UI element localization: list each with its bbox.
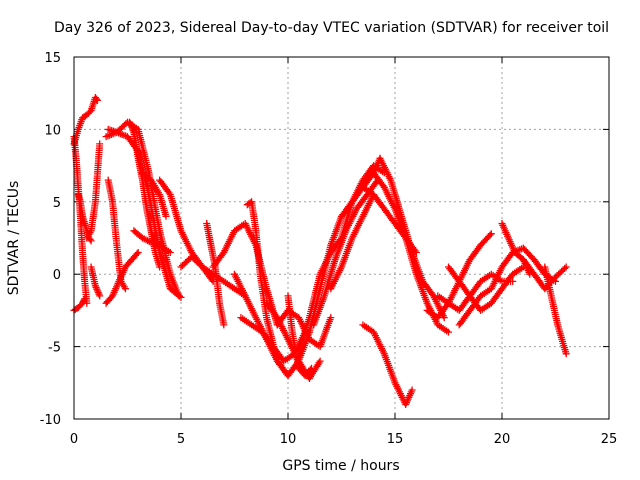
series-sat-30 xyxy=(359,183,420,256)
series-points xyxy=(126,118,164,271)
series-sat-11 xyxy=(126,118,164,271)
series-sat-09 xyxy=(104,176,129,293)
x-tick-label: 20 xyxy=(494,432,511,447)
plot-frame xyxy=(73,56,610,420)
series-sat-31 xyxy=(359,321,416,408)
series-sat-04 xyxy=(83,140,104,242)
x-tick-labels: 0 5 10 15 20 25 xyxy=(70,432,617,447)
series-sat-25 xyxy=(305,162,388,336)
series-points xyxy=(70,295,89,314)
series-points xyxy=(104,176,129,293)
x-tick-label: 10 xyxy=(280,432,297,447)
grid-lines xyxy=(74,57,609,419)
series-points xyxy=(541,263,570,358)
y-tick-label: -10 xyxy=(40,413,61,428)
series-sat-23 xyxy=(284,292,315,380)
y-tick-label: 5 xyxy=(53,196,61,211)
series-points xyxy=(423,230,495,322)
series-sat-38 xyxy=(541,263,570,358)
x-tick-label: 15 xyxy=(387,432,404,447)
x-axis-label: GPS time / hours xyxy=(282,458,399,474)
y-tick-labels: -10 -5 0 5 10 15 xyxy=(40,51,61,428)
series-points xyxy=(284,292,315,380)
series-sat-12 xyxy=(130,227,174,256)
series-points xyxy=(139,169,170,220)
y-tick-label: 10 xyxy=(44,123,61,138)
series-points xyxy=(445,263,527,314)
series-points xyxy=(87,263,104,300)
series-points xyxy=(327,191,378,293)
series-sat-06 xyxy=(87,263,104,300)
y-tick-label: -5 xyxy=(48,341,61,356)
y-tick-label: 15 xyxy=(44,51,61,66)
series-sat-27 xyxy=(327,191,378,293)
series-points xyxy=(359,321,416,408)
series-points xyxy=(305,162,388,336)
chart-title: Day 326 of 2023, Sidereal Day-to-day VTE… xyxy=(54,20,609,36)
series-points xyxy=(359,183,420,256)
y-tick-label: 0 xyxy=(53,268,61,283)
series-points xyxy=(102,249,142,307)
x-tick-label: 0 xyxy=(70,432,78,447)
series-sat-34 xyxy=(445,263,527,314)
series-points xyxy=(130,227,174,256)
series-sat-10 xyxy=(102,249,142,307)
x-tick-label: 5 xyxy=(177,432,185,447)
series-sat-05 xyxy=(70,295,89,314)
series-points xyxy=(376,154,448,322)
series-sat-32 xyxy=(423,230,495,322)
series-sat-29 xyxy=(376,154,448,322)
x-tick-label: 25 xyxy=(601,432,618,447)
y-axis-label: SDTVAR / TECUs xyxy=(6,181,22,296)
series-sat-13 xyxy=(139,169,170,220)
data-points xyxy=(70,94,570,408)
series-points xyxy=(83,140,104,242)
